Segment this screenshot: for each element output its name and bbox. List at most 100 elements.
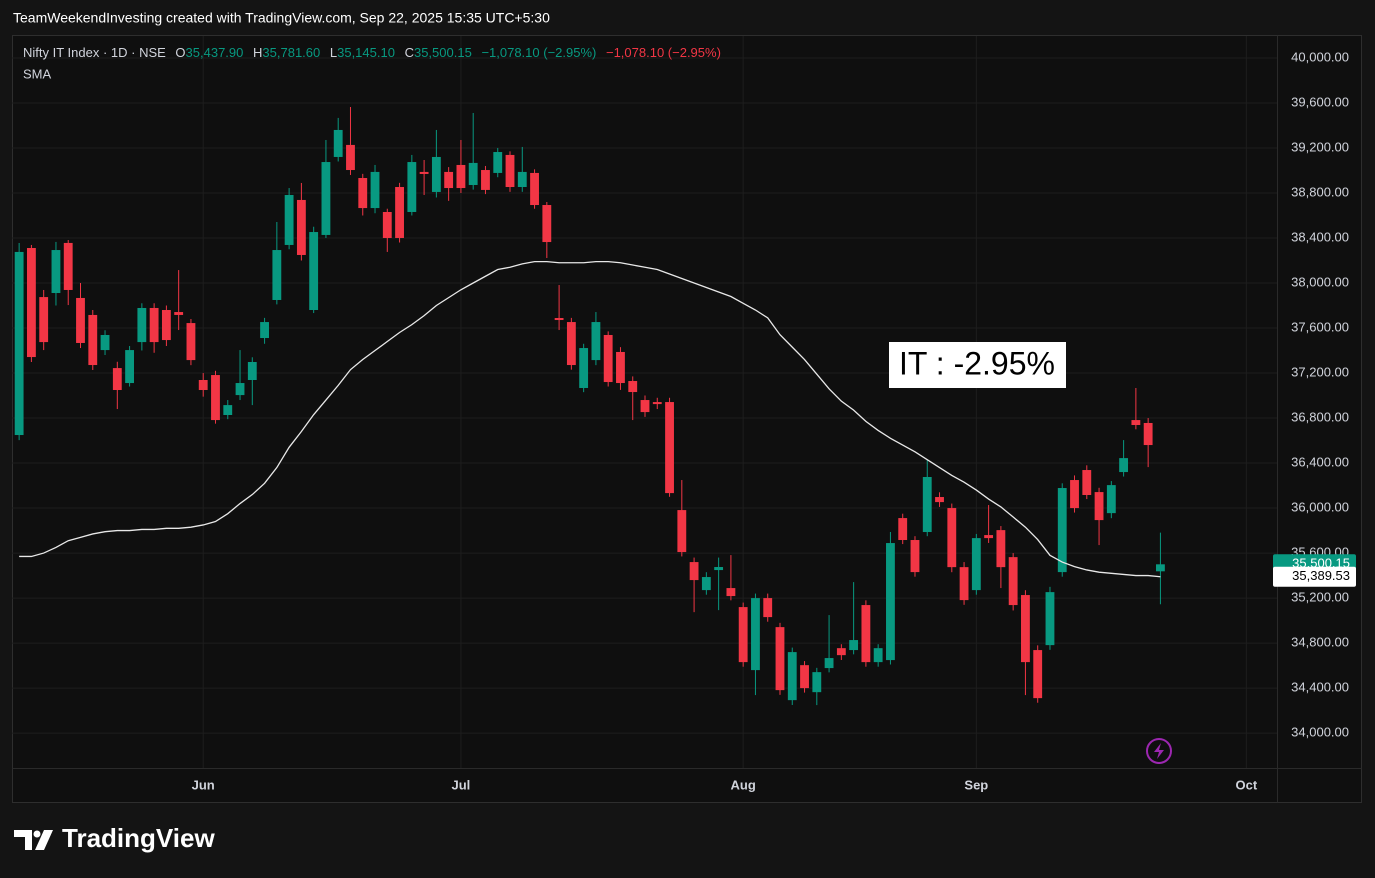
legend-value: 35,781.60 <box>262 45 320 60</box>
candle-body <box>726 588 736 597</box>
y-tick-label: 37,200.00 <box>1291 364 1349 379</box>
candle-body <box>689 562 699 581</box>
candle-body <box>1045 592 1055 646</box>
candle-body <box>198 380 208 391</box>
candle-body <box>223 405 233 415</box>
candle-body <box>1119 458 1129 473</box>
candle-body <box>493 152 503 173</box>
candle-body <box>1131 420 1141 426</box>
sma-price-tag <box>1273 566 1356 587</box>
x-tick-label: Jun <box>192 777 215 792</box>
candle-body <box>1033 650 1043 699</box>
candle-body <box>88 314 98 366</box>
candle-body <box>296 199 306 255</box>
candle-body <box>910 540 920 573</box>
candle-body <box>517 171 527 188</box>
annotation-box <box>889 342 1066 388</box>
candle-body <box>751 598 760 671</box>
replay-icon[interactable] <box>1146 738 1172 764</box>
candle-body <box>824 658 834 669</box>
candle-body <box>763 598 773 618</box>
candle-body <box>149 307 159 343</box>
brand-logo <box>14 830 53 850</box>
candle-body <box>935 497 944 503</box>
candle-body <box>1021 595 1030 663</box>
candle-body <box>579 348 589 388</box>
candle-body <box>1106 485 1116 514</box>
candle-body <box>395 187 404 238</box>
candle-body <box>26 248 36 358</box>
candle-body <box>174 312 184 315</box>
candle-body <box>444 171 454 189</box>
candle-body <box>947 508 957 568</box>
y-tick-label: 40,000.00 <box>1291 49 1349 64</box>
candle-body <box>775 627 785 691</box>
y-tick-label: 37,600.00 <box>1291 319 1349 334</box>
candle-body <box>358 178 368 209</box>
legend-key: O <box>175 45 185 60</box>
candle-body <box>591 322 601 361</box>
candle-body <box>235 383 245 396</box>
candle-body <box>1082 470 1092 496</box>
candle-body <box>873 648 883 663</box>
candle-body <box>738 607 748 663</box>
candle-body <box>14 251 24 436</box>
candle-body <box>849 640 859 651</box>
candle-body <box>370 171 380 209</box>
sma-line <box>19 260 1161 578</box>
y-tick-label: 34,800.00 <box>1291 635 1349 650</box>
brand-name: TradingView <box>62 823 215 853</box>
x-tick-label: Aug <box>731 777 756 792</box>
legend-value: 35,500.15 <box>414 45 472 60</box>
y-tick-label: 38,400.00 <box>1291 229 1349 244</box>
y-tick-label: 36,800.00 <box>1291 409 1349 424</box>
candle-body <box>186 323 196 361</box>
legend-change: −1,078.10 (−2.95%) <box>481 45 596 60</box>
candle-body <box>76 297 85 343</box>
y-tick-label: 38,800.00 <box>1291 184 1349 199</box>
candle-body <box>211 375 220 421</box>
candle-body <box>959 567 969 601</box>
candle-body <box>1057 488 1067 573</box>
candle-body <box>800 665 809 689</box>
candle-body <box>812 672 822 693</box>
candle-body <box>161 310 171 341</box>
legend-key: L <box>330 45 337 60</box>
candle-body <box>309 232 319 311</box>
candle-body <box>468 162 478 185</box>
candle-body <box>566 322 576 366</box>
candle-body <box>63 242 73 290</box>
legend: Nifty IT Index · 1D · NSE O35,437.90 H35… <box>23 45 721 60</box>
y-tick-label: 34,400.00 <box>1291 680 1349 695</box>
candle-body <box>51 250 61 294</box>
legend-key: C <box>405 45 414 60</box>
candle-body <box>971 538 981 591</box>
candle-body <box>628 381 638 393</box>
candle-body <box>787 652 797 701</box>
candle-body <box>701 577 711 591</box>
legend-title: Nifty IT Index · 1D · NSE <box>23 45 166 60</box>
candle-body <box>272 250 282 300</box>
x-tick-label: Jul <box>452 777 471 792</box>
candle-body <box>836 648 846 656</box>
candle-body <box>714 567 724 571</box>
candle-body <box>898 518 908 541</box>
axes: 34,000.0034,400.0034,800.0035,200.0035,6… <box>192 49 1356 792</box>
y-tick-label: 36,000.00 <box>1291 499 1349 514</box>
candle-body <box>407 162 417 212</box>
candle-body <box>665 402 674 494</box>
chart-frame <box>12 35 1362 803</box>
candle-body <box>125 350 135 384</box>
candle-body <box>1143 422 1153 446</box>
candle-body <box>247 361 257 381</box>
candle-body <box>431 156 441 192</box>
header: TeamWeekendInvesting created with Tradin… <box>13 10 550 26</box>
candle-body <box>922 477 932 533</box>
candle-body <box>260 322 269 339</box>
y-tick-label: 39,200.00 <box>1291 139 1349 154</box>
x-tick-label: Sep <box>964 777 988 792</box>
candle-body <box>554 317 564 321</box>
candle-body <box>137 307 147 343</box>
legend-value: 35,145.10 <box>337 45 395 60</box>
